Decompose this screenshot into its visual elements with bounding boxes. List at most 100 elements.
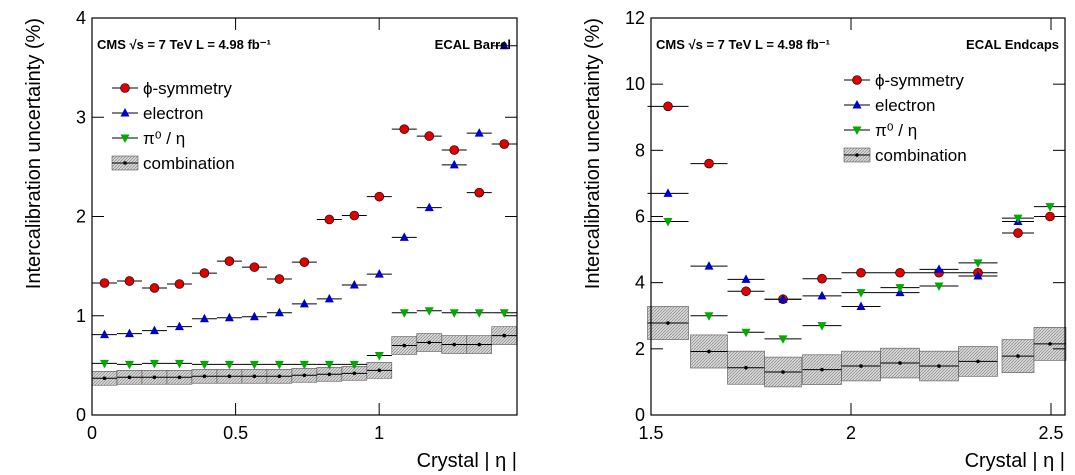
y-axis-title: Intercalibration uncertainty (%)	[582, 18, 604, 289]
point	[895, 284, 905, 293]
legend-marker	[120, 108, 130, 117]
point	[704, 261, 714, 270]
point	[895, 267, 905, 278]
point	[174, 359, 184, 369]
point	[449, 309, 459, 318]
point	[124, 276, 135, 286]
point	[424, 202, 434, 212]
point	[399, 124, 410, 134]
point	[663, 217, 673, 227]
point	[299, 360, 309, 370]
point	[324, 214, 335, 225]
point	[277, 374, 282, 379]
y-tick-label: 2	[635, 339, 645, 359]
point	[663, 101, 673, 112]
x-tick-label: 1.5	[638, 423, 663, 443]
legend-marker	[852, 100, 862, 109]
point	[374, 269, 384, 278]
annotation: CMS √s = 7 TeV L = 4.98 fb⁻¹	[97, 37, 271, 52]
point	[704, 158, 714, 169]
x-tick-label: 1	[374, 423, 384, 443]
point	[741, 328, 751, 338]
x-axis-title: Crystal | η |	[417, 450, 517, 472]
point	[474, 128, 484, 137]
point	[249, 262, 260, 272]
annotation: ECAL Barrel	[435, 37, 511, 52]
point	[704, 312, 714, 321]
annotation: ECAL Endcaps	[966, 37, 1059, 52]
point	[249, 311, 259, 321]
plot-frame	[91, 17, 518, 416]
point	[177, 375, 182, 380]
point	[124, 328, 134, 338]
point	[452, 342, 457, 347]
point	[424, 131, 435, 141]
point	[99, 278, 110, 288]
legend-label: combination	[875, 146, 967, 165]
point	[174, 279, 185, 289]
point	[976, 359, 980, 364]
point	[499, 40, 509, 50]
point	[199, 268, 210, 278]
point	[707, 349, 711, 354]
point	[199, 313, 209, 323]
point	[741, 274, 751, 283]
point	[820, 367, 824, 372]
point	[1048, 342, 1052, 346]
legend-marker	[852, 75, 862, 85]
point	[149, 325, 159, 335]
point	[174, 321, 184, 331]
point	[202, 374, 207, 379]
point	[1045, 203, 1055, 212]
point	[349, 360, 359, 370]
point	[377, 368, 382, 373]
point	[741, 286, 751, 297]
point	[299, 298, 309, 308]
legend-label: combination	[143, 154, 235, 173]
point	[856, 289, 866, 298]
point	[224, 256, 235, 266]
point	[299, 257, 310, 267]
point	[856, 301, 866, 310]
legend-marker	[120, 83, 130, 93]
point	[778, 294, 788, 303]
panel: 1.5 2 2.5 0 2 4 6 8 10 12 Crystal | η | Intercalibr…	[582, 8, 1067, 472]
legend-marker	[123, 161, 127, 165]
point	[449, 145, 460, 155]
point	[274, 307, 284, 317]
x-tick-label: 0	[87, 423, 97, 443]
legend-label: ϕ-symmetry	[875, 71, 964, 90]
x-tick-label: 0.5	[223, 423, 248, 443]
point	[477, 342, 482, 347]
x-tick-label: 2.5	[1038, 423, 1063, 443]
point	[349, 210, 360, 221]
legend-label: ϕ-symmetry	[143, 79, 232, 98]
point	[102, 376, 107, 381]
y-axis-title: Intercalibration uncertainty (%)	[23, 18, 45, 289]
point	[199, 360, 209, 370]
point	[856, 267, 866, 278]
y-tick-label: 8	[635, 140, 645, 160]
point	[1013, 214, 1023, 224]
point	[224, 360, 234, 370]
point	[402, 343, 407, 348]
y-tick-label: 12	[625, 8, 645, 28]
y-tick-label: 0	[76, 405, 86, 425]
point	[934, 264, 944, 273]
annotation: CMS √s = 7 TeV L = 4.98 fb⁻¹	[656, 37, 830, 52]
y-tick-label: 1	[76, 306, 86, 326]
panel: 0 0.5 1 0 1 2 3 4 Crystal | η | Intercalibration …	[23, 8, 518, 472]
point	[859, 364, 863, 368]
legend-label: electron	[875, 96, 935, 115]
point	[663, 188, 673, 197]
y-tick-label: 10	[625, 74, 645, 94]
y-tick-label: 4	[76, 8, 86, 28]
legend-marker	[852, 126, 862, 135]
point	[327, 372, 332, 377]
point	[778, 335, 788, 344]
point	[502, 333, 507, 338]
point	[1016, 354, 1020, 358]
legend-label: electron	[143, 104, 203, 123]
